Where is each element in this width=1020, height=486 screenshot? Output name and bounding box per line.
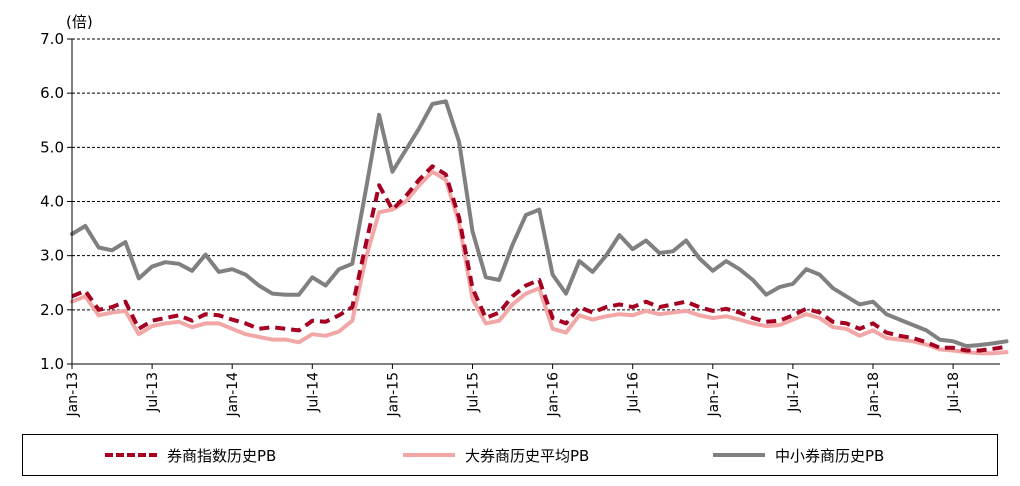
- legend-item-series-1: 券商指数历史PB: [105, 435, 276, 475]
- y-axis-ticks: 1.0 2.0 3.0 4.0 5.0 6.0 7.0: [40, 30, 72, 373]
- legend-swatch-series-1: [105, 453, 157, 457]
- x-tick-label: Jan-14: [225, 372, 241, 418]
- series-line-2: [70, 169, 1009, 356]
- legend-label-series-1: 券商指数历史PB: [167, 446, 277, 465]
- y-tick-label: 7.0: [40, 30, 64, 48]
- x-tick-label: Jul-14: [305, 372, 321, 413]
- gridlines: [72, 38, 1000, 311]
- x-tick-label: Jul-18: [946, 372, 962, 413]
- series-line-1: [71, 164, 1007, 353]
- x-tick-label: Jan-17: [706, 372, 722, 417]
- x-tick-label: Jan-16: [546, 372, 562, 418]
- legend-swatch-series-3: [713, 453, 765, 457]
- y-axis-unit-label: (倍): [66, 13, 93, 31]
- y-tick-label: 4.0: [40, 193, 64, 211]
- legend-swatch-series-2: [403, 453, 455, 457]
- legend-label-series-2: 大券商历史平均PB: [465, 446, 590, 465]
- y-tick-label: 6.0: [40, 84, 64, 102]
- legend: 券商指数历史PB 大券商历史平均PB 中小券商历史PB: [22, 434, 998, 476]
- x-tick-label: Jul-17: [786, 372, 802, 413]
- x-axis-ticks: Jan-13 Jul-13 Jan-14 Jul-14 Jan-15 Jul-15 Jan-…: [65, 364, 962, 417]
- x-tick-label: Jan-13: [65, 372, 81, 417]
- x-tick-label: Jul-16: [626, 372, 642, 413]
- y-tick-label: 2.0: [40, 301, 64, 319]
- chart-svg: (倍) 1.02.03.04.05.06.07.0 Jan-13 Jul-13 Ja…: [40, 13, 1009, 417]
- series-line-3: [70, 99, 1009, 349]
- x-tick-label: Jul-15: [466, 372, 482, 413]
- x-tick-label: Jul-13: [145, 372, 161, 413]
- x-tick-label: Jan-18: [866, 372, 882, 417]
- series-lines: [70, 99, 1009, 356]
- legend-label-series-3: 中小券商历史PB: [775, 446, 885, 465]
- legend-item-series-2: 大券商历史平均PB: [403, 435, 589, 475]
- y-tick-label: 1.0: [40, 355, 64, 373]
- y-tick-label: 3.0: [40, 247, 64, 265]
- y-tick-label: 5.0: [40, 138, 64, 156]
- legend-item-series-3: 中小券商历史PB: [713, 435, 884, 475]
- x-tick-label: Jan-15: [385, 372, 401, 417]
